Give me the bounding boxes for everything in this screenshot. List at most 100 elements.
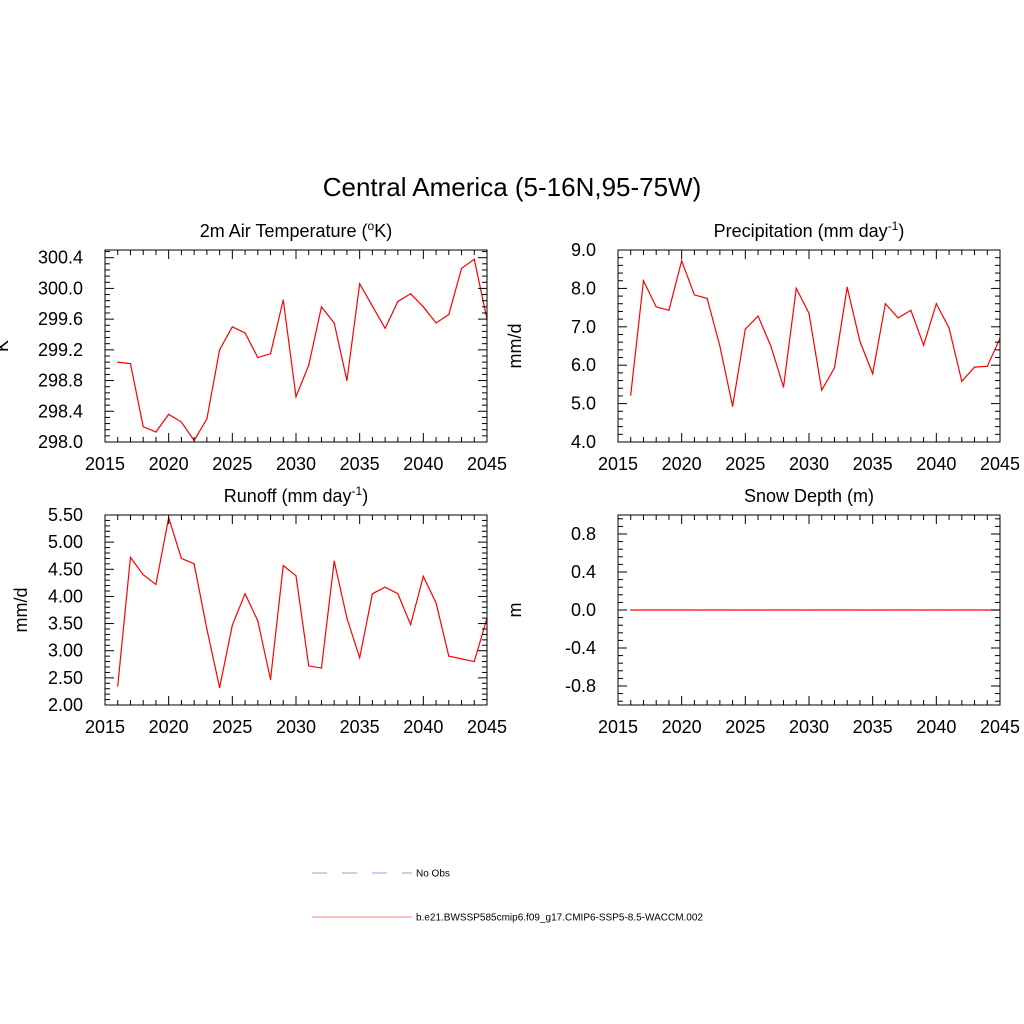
precipitation-title-superscript: -1: [888, 219, 899, 233]
runoff-y-tick-label: 2.00: [48, 695, 83, 715]
air-temperature-x-tick-label: 2020: [149, 454, 189, 474]
precipitation-x-tick-label: 2025: [725, 454, 765, 474]
panels: 2m Air Temperature (oK)2015 2020 2025 2030 2…: [0, 219, 1020, 737]
snow-depth-y-tick-label: -0.4: [565, 638, 596, 658]
snow-depth-title: Snow Depth (m): [744, 486, 874, 506]
air-temperature-y-tick-label: 300.4: [38, 248, 83, 268]
legend: No Obs b.e21.BWSSP585cmip6.f09_g17.CMIP6-…: [312, 869, 703, 924]
snow-depth-data-point: [897, 609, 899, 611]
snow-depth-data-point: [782, 609, 785, 611]
runoff-data-point: [269, 678, 272, 681]
runoff-frame: [104, 514, 488, 706]
runoff-data-point: [193, 563, 195, 565]
air-temperature-data-point: [155, 431, 157, 433]
snow-depth-data-point: [846, 609, 848, 611]
precipitation-x-tick-label: 2015: [598, 454, 638, 474]
precipitation-x-tick-label: 2030: [789, 454, 829, 474]
air-temperature-data-point: [219, 349, 221, 351]
snow-depth-data-point: [642, 609, 645, 611]
runoff-data-point: [346, 617, 348, 619]
runoff-data-point: [384, 586, 386, 588]
runoff-data-point: [410, 624, 412, 626]
snow-depth-x-tick-label: 2035: [853, 717, 893, 737]
air-temperature-x-tick-label: 2030: [276, 454, 316, 474]
runoff-data-point: [359, 657, 361, 659]
runoff-y-tick-label: 4.00: [48, 586, 83, 606]
air-temperature-data-point: [117, 361, 119, 363]
air-temperature-data-point: [422, 306, 424, 308]
runoff-data-point: [206, 628, 208, 630]
air-temperature-data-point: [410, 293, 412, 295]
precipitation-data-point: [655, 306, 657, 308]
runoff-data-point: [142, 574, 144, 576]
runoff-data-point: [257, 620, 259, 622]
air-temperature-data-point: [231, 326, 233, 328]
snow-depth-x-tick-label: 2020: [662, 717, 702, 737]
precipitation-y-tick-label: 4.0: [571, 432, 596, 452]
air-temperature-series-line: [117, 258, 487, 442]
snow-depth-x-tick-label: 2025: [725, 717, 765, 737]
snow-depth-panel: Snow Depth (m) 2015 2020 2025 2030 2035 2040 20…: [505, 486, 1020, 737]
air-temperature-data-point: [257, 356, 259, 359]
air-temperature-data-point: [346, 379, 348, 382]
precipitation-data-point: [642, 280, 645, 282]
snow-depth-data-point: [744, 609, 746, 611]
runoff-x-tick-label: 2020: [149, 717, 189, 737]
precipitation-data-point: [770, 345, 772, 347]
runoff-data-point: [180, 557, 182, 560]
precipitation-data-point: [833, 367, 836, 369]
snow-depth-title-main: Snow Depth (m): [744, 486, 874, 506]
runoff-series-line: [117, 517, 487, 688]
air-temperature-y-tick-label: 299.2: [38, 340, 83, 360]
precipitation-data-point: [693, 294, 696, 296]
runoff-data-point: [219, 687, 221, 689]
runoff-data-point: [473, 660, 475, 663]
air-temperature-title-main: 2m Air Temperature (: [200, 221, 368, 241]
runoff-data-point: [448, 655, 450, 657]
precipitation-data-point: [782, 386, 785, 388]
runoff-y-tick-label: 3.50: [48, 614, 83, 634]
runoff-panel: Runoff (mm day-1) 2015 2020 2025 2030 2035 204…: [11, 484, 507, 737]
precipitation-y-axis-label: mm/d: [505, 324, 525, 369]
air-temperature-x-tick-label: 2035: [340, 454, 380, 474]
precipitation-data-point: [986, 365, 988, 367]
legend-label-1: No Obs: [416, 869, 450, 880]
precipitation-data-point: [706, 297, 708, 299]
snow-depth-x-tick-label: 2030: [789, 717, 829, 737]
air-temperature-title-end: K): [374, 221, 392, 241]
snow-depth-data-point: [973, 609, 976, 611]
precipitation-y-tick-label: 7.0: [571, 317, 596, 337]
precipitation-data-point: [884, 303, 887, 305]
runoff-data-point: [295, 575, 297, 577]
snow-depth-y-tick-label: 0.0: [571, 600, 596, 620]
runoff-title-superscript: -1: [352, 484, 363, 498]
precipitation-y-tick-label: 5.0: [571, 394, 596, 414]
precipitation-y-tick-label: 8.0: [571, 278, 596, 298]
precipitation-data-point: [859, 340, 861, 342]
air-temperature-frame: [104, 249, 488, 443]
precipitation-data-point: [808, 312, 810, 314]
runoff-data-point: [129, 556, 132, 558]
precipitation-title-main: Precipitation (mm day: [714, 221, 888, 241]
precipitation-data-point: [897, 317, 899, 319]
runoff-y-axis-label: mm/d: [11, 588, 31, 633]
precipitation-data-point: [681, 260, 683, 262]
precipitation-data-point: [923, 344, 925, 346]
precipitation-data-point: [935, 303, 937, 305]
precipitation-data-point: [821, 389, 823, 391]
precipitation-panel: Precipitation (mm day-1) 2015 2020 2025 2030…: [505, 219, 1020, 474]
air-temperature-data-point: [142, 426, 144, 428]
air-temperature-x-tick-label: 2040: [403, 454, 443, 474]
precipitation-data-point: [732, 405, 734, 407]
air-temperature-y-tick-label: 298.4: [38, 401, 83, 421]
snow-depth-data-point: [884, 609, 887, 611]
air-temperature-data-point: [460, 267, 463, 270]
snow-depth-data-point: [948, 609, 950, 611]
runoff-data-point: [155, 583, 157, 586]
snow-depth-data-point: [795, 609, 797, 611]
figure-title: Central America (5-16N,95-75W): [323, 172, 702, 202]
precipitation-data-point: [973, 366, 976, 368]
precipitation-data-point: [961, 380, 963, 382]
snow-depth-y-tick-label: -0.8: [565, 676, 596, 696]
